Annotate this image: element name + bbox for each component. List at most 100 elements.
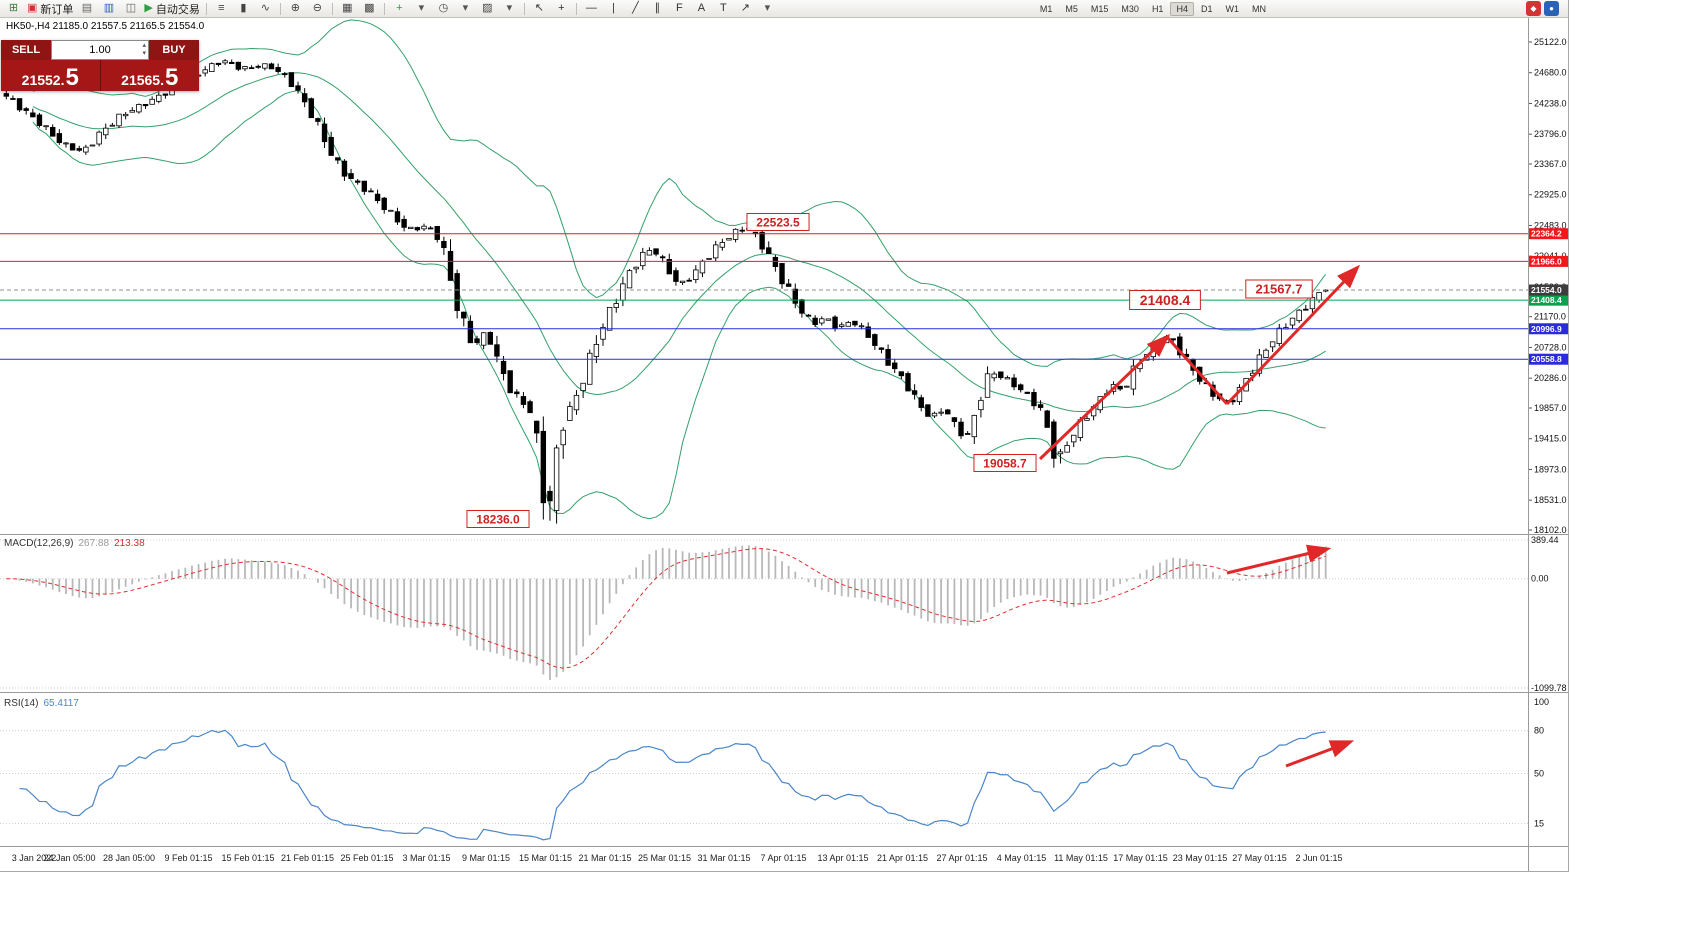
svg-text:21966.0: 21966.0: [1531, 256, 1562, 266]
toolbar-separator: [279, 2, 281, 15]
macd-axis[interactable]: 389.44 0.00 -1099.78: [1531, 535, 1567, 693]
templates-icon[interactable]: ▨: [482, 2, 493, 14]
volume-spinner: ▴ ▾: [142, 42, 146, 58]
panel-separators[interactable]: [0, 18, 1568, 871]
bollinger-bands: [32, 19, 1327, 520]
crosshair-icon[interactable]: +: [558, 2, 565, 14]
candles: [3, 58, 1329, 524]
svg-text:4 May 01:15: 4 May 01:15: [997, 853, 1047, 863]
svg-text:27 May 01:15: 27 May 01:15: [1232, 853, 1287, 863]
buy-button[interactable]: BUY: [149, 40, 199, 60]
chevron-down-icon[interactable]: ▾: [462, 2, 469, 14]
trendline-icon[interactable]: ╱: [632, 2, 639, 14]
autotrade-button[interactable]: ▶ 自动交易: [144, 2, 200, 16]
volume-down-icon[interactable]: ▾: [142, 50, 146, 57]
svg-text:22523.5: 22523.5: [756, 215, 800, 229]
fibonacci-icon[interactable]: F: [676, 2, 683, 14]
svg-text:27 Apr 01:15: 27 Apr 01:15: [936, 853, 987, 863]
svg-text:23367.0: 23367.0: [1534, 159, 1567, 169]
rsi-indicator-label: RSI(14) 65.4117: [4, 698, 79, 709]
horizontal-line-icon[interactable]: —: [585, 2, 597, 14]
svg-text:21408.4: 21408.4: [1140, 292, 1191, 308]
svg-text:19857.0: 19857.0: [1534, 403, 1567, 413]
svg-text:13 Apr 01:15: 13 Apr 01:15: [817, 853, 868, 863]
new-chart-icon[interactable]: ⊞: [8, 2, 19, 14]
timeframe-button-m1[interactable]: M1: [1039, 3, 1053, 14]
timeframe-button-m30[interactable]: M30: [1121, 3, 1139, 14]
zoom-in-icon[interactable]: ⊕: [290, 2, 300, 14]
chevron-down-icon[interactable]: ▾: [506, 2, 513, 14]
cascade-windows-icon[interactable]: ▩: [364, 2, 375, 14]
cursor-icon[interactable]: ↖: [534, 2, 544, 14]
periods-icon[interactable]: ◷: [438, 2, 449, 14]
promo-icon[interactable]: ◆: [1526, 1, 1541, 16]
svg-text:25122.0: 25122.0: [1534, 37, 1567, 47]
svg-text:9 Feb 01:15: 9 Feb 01:15: [164, 853, 212, 863]
add-indicator-icon[interactable]: +: [396, 2, 403, 14]
candle-chart-icon[interactable]: ▮: [240, 2, 247, 14]
chevron-down-icon[interactable]: ▾: [764, 2, 771, 14]
chevron-down-icon[interactable]: ▾: [418, 2, 425, 14]
rsi-grid: [0, 730, 1528, 825]
horizontal-lines[interactable]: [0, 233, 1528, 360]
svg-text:22364.2: 22364.2: [1531, 229, 1562, 239]
toolbar-separator: [383, 2, 385, 15]
svg-text:21 Apr 01:15: 21 Apr 01:15: [877, 853, 928, 863]
price-annotations[interactable]: 22523.5 21408.4 21567.7 19058.7 18236.0: [466, 213, 1313, 528]
text-icon[interactable]: A: [697, 2, 706, 14]
timeframe-button-m15[interactable]: M15: [1090, 3, 1109, 14]
community-icon[interactable]: ●: [1544, 1, 1559, 16]
svg-text:2 Jun 01:15: 2 Jun 01:15: [1295, 853, 1342, 863]
timeframe-button-mn[interactable]: MN: [1251, 3, 1266, 14]
svg-text:21554.0: 21554.0: [1531, 285, 1562, 295]
macd-signal-line: [6, 548, 1326, 669]
shapes-icon[interactable]: ↗: [740, 2, 750, 14]
svg-text:9 Mar 01:15: 9 Mar 01:15: [462, 853, 510, 863]
toolbar-separator: [205, 2, 207, 15]
timeframe-button-d1[interactable]: D1: [1200, 3, 1213, 14]
vertical-line-icon[interactable]: |: [611, 2, 615, 14]
macd-histogram: [12, 545, 1327, 681]
bar-chart-icon[interactable]: ≡: [218, 2, 225, 14]
timeframe-button-h4[interactable]: H4: [1170, 1, 1194, 16]
svg-text:20558.8: 20558.8: [1531, 354, 1562, 364]
zoom-out-icon[interactable]: ⊖: [312, 2, 322, 14]
new-order-button[interactable]: ▣ 新订单: [27, 2, 74, 16]
line-chart-icon[interactable]: ∿: [260, 2, 270, 14]
navigator-icon[interactable]: ◫: [125, 2, 137, 14]
svg-text:19415.0: 19415.0: [1534, 434, 1567, 444]
price-axis[interactable]: 25122.0 24680.0 24238.0 23796.0 23367.0 22925…: [1528, 37, 1568, 535]
buy-price[interactable]: 21565. 5: [100, 60, 199, 91]
profiles-icon[interactable]: ▤: [81, 2, 93, 14]
tile-windows-icon[interactable]: ▦: [342, 2, 353, 14]
channel-icon[interactable]: ∥: [654, 2, 661, 14]
one-click-trading-panel: SELL 1.00 ▴ ▾ BUY 21552. 5 21565. 5: [1, 40, 199, 91]
timeframe-button-m5[interactable]: M5: [1065, 3, 1078, 14]
trend-arrows[interactable]: [1038, 264, 1361, 768]
svg-text:15 Mar 01:15: 15 Mar 01:15: [519, 853, 572, 863]
svg-text:31 Mar 01:15: 31 Mar 01:15: [697, 853, 750, 863]
sell-button[interactable]: SELL: [1, 40, 51, 60]
svg-text:20996.9: 20996.9: [1531, 324, 1562, 334]
sell-price[interactable]: 21552. 5: [1, 60, 100, 91]
toolbar-separator: [523, 2, 525, 15]
svg-text:11 May 01:15: 11 May 01:15: [1054, 853, 1108, 863]
main-toolbar: ⊞ ▣ 新订单 ▤ ▥ ◫ ▶ 自动交易 ≡ ▮ ∿ ⊕ ⊖ ▦ ▩ + ▾ ◷ ▾ ▨ ▾ ↖ + — | ╱ ∥ F A T ↗ ▾ M1 M…: [0, 0, 1568, 18]
rsi-axis[interactable]: 100 80 50 15: [1534, 697, 1549, 829]
svg-text:21567.7: 21567.7: [1256, 282, 1303, 297]
volume-up-icon[interactable]: ▴: [142, 42, 146, 49]
svg-text:20728.0: 20728.0: [1534, 342, 1567, 352]
svg-text:389.44: 389.44: [1531, 535, 1559, 545]
timeframe-button-h1[interactable]: H1: [1151, 3, 1164, 14]
rsi-line: [19, 729, 1326, 841]
volume-field[interactable]: 1.00 ▴ ▾: [51, 40, 149, 60]
label-icon[interactable]: T: [720, 2, 727, 14]
macd-indicator-label: MACD(12,26,9) 267.88 213.38: [4, 538, 145, 549]
svg-text:21 Mar 01:15: 21 Mar 01:15: [578, 853, 631, 863]
svg-text:21 Feb 01:15: 21 Feb 01:15: [281, 853, 334, 863]
timeframe-button-w1[interactable]: W1: [1225, 3, 1239, 14]
volume-value[interactable]: 1.00: [89, 44, 111, 56]
market-watch-icon[interactable]: ▥: [103, 2, 115, 14]
